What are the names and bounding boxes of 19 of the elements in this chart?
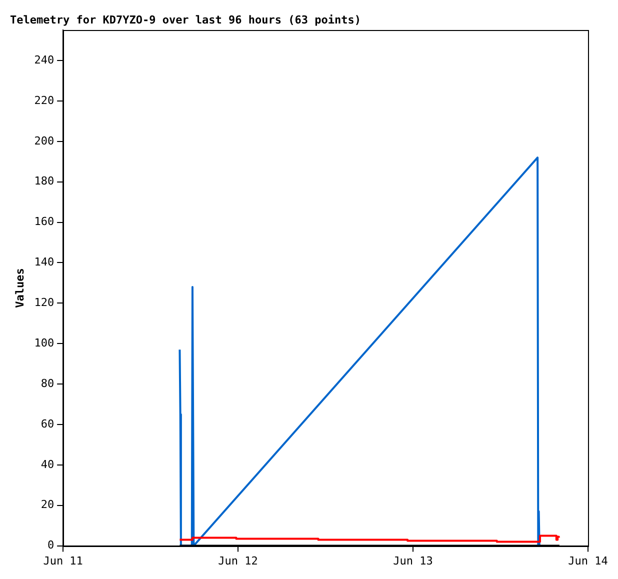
y-tick-label: 220 [34, 94, 54, 107]
x-tick-label: Jun 11 [43, 554, 83, 568]
y-tick-label: 40 [40, 458, 54, 471]
y-tick-label: 140 [34, 256, 54, 269]
x-tick-label: Jun 14 [568, 554, 608, 568]
chart-title: Telemetry for KD7YZO-9 over last 96 hours (63 points) [10, 13, 361, 26]
y-tick-label: 60 [40, 417, 54, 430]
x-tick-label: Jun 13 [393, 554, 433, 568]
y-tick-label: 20 [40, 498, 54, 512]
y-tick-label: 100 [34, 336, 54, 350]
y-axis-title: Values [13, 268, 26, 308]
x-tick-label: Jun 12 [218, 554, 258, 568]
y-tick-label: 160 [34, 215, 54, 228]
y-tick-label: 180 [34, 174, 54, 188]
y-tick-label: 120 [34, 296, 54, 310]
y-tick-label: 80 [40, 376, 54, 390]
y-tick-label: 0 [47, 538, 54, 552]
y-tick-label: 240 [34, 53, 54, 66]
y-tick-label: 200 [34, 134, 54, 148]
